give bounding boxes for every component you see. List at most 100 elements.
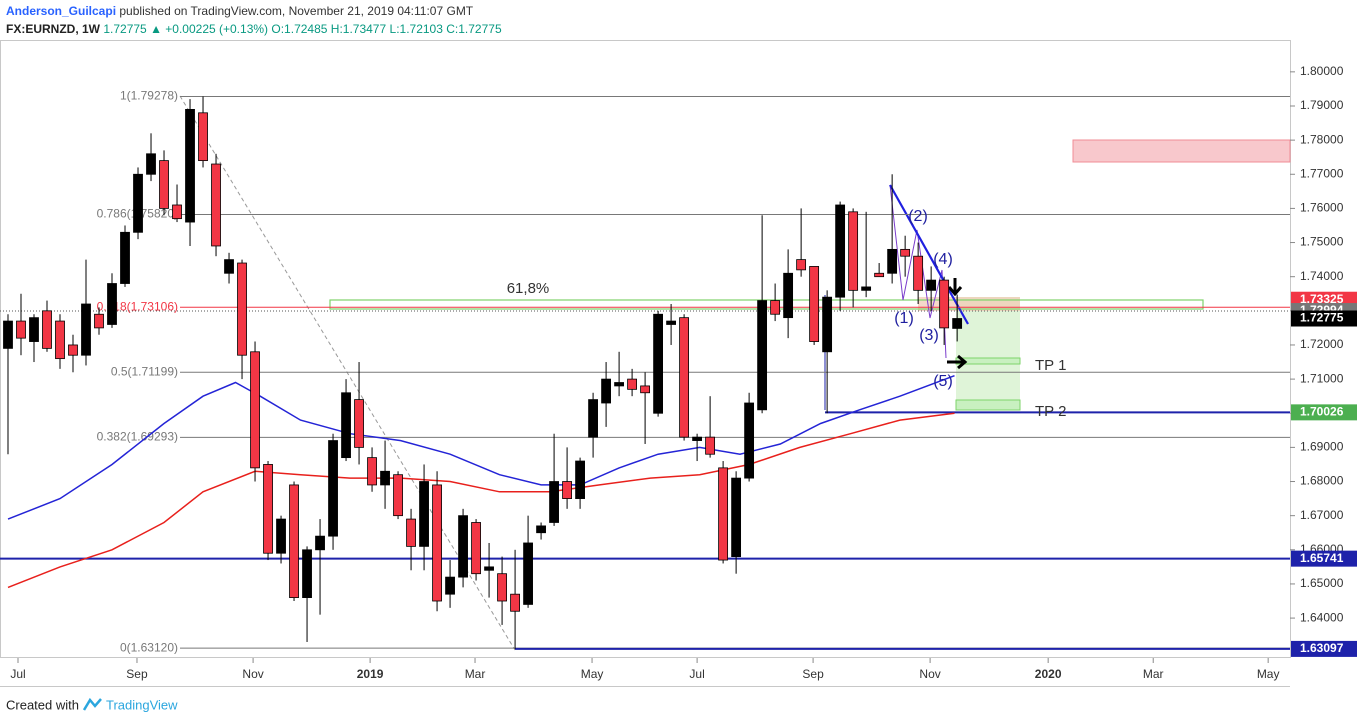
candle: [354, 362, 364, 465]
wave-label: (4): [933, 251, 953, 268]
x-tick-label: Nov: [242, 667, 263, 681]
candle: [848, 208, 859, 308]
candle: [159, 150, 169, 216]
y-tick-label: 1.65000: [1300, 576, 1344, 590]
price-tag: [1291, 404, 1357, 421]
candle: [224, 252, 234, 284]
published: published on TradingView.com, November 2…: [119, 4, 473, 18]
fib-label: 1(1.79278): [120, 89, 178, 103]
candle: [783, 249, 794, 339]
candle-body: [55, 320, 65, 360]
price-tag: [1291, 640, 1357, 657]
candle: [393, 471, 403, 520]
candle-body: [445, 576, 455, 595]
x-tick-label: 2020: [1035, 667, 1062, 681]
candle: [107, 273, 117, 328]
candle-body: [3, 320, 13, 349]
y-tick-label: 1.79000: [1300, 98, 1344, 112]
candle-body: [705, 436, 716, 455]
candle: [900, 235, 911, 277]
candle-body: [523, 542, 533, 605]
fib-zone-label: 61,8%: [507, 280, 550, 297]
y-tick-label: 1.64000: [1300, 610, 1344, 624]
price-tag-label: 1.63097: [1300, 641, 1344, 655]
candle: [211, 153, 221, 257]
candle: [185, 99, 195, 246]
y-tick-label: 1.76000: [1300, 201, 1344, 215]
candle-body: [198, 112, 208, 162]
candle-body: [484, 566, 494, 571]
candle: [172, 184, 182, 223]
candle: [120, 225, 130, 287]
candle: [445, 560, 455, 608]
arrow-right: [947, 354, 968, 370]
ohlc-low: L:1.72103: [390, 22, 444, 36]
candle-body: [224, 259, 234, 274]
x-tick-label: May: [581, 667, 604, 681]
fib-label: 0.5(1.71199): [111, 364, 178, 378]
candle: [133, 167, 143, 240]
x-tick-label: Mar: [1143, 667, 1164, 681]
candle-body: [601, 378, 611, 404]
candle-body: [107, 283, 117, 325]
candle-body: [653, 313, 663, 414]
candle-body: [68, 344, 78, 356]
candle-body: [29, 317, 39, 342]
candle: [588, 392, 598, 458]
candle-body: [926, 279, 937, 291]
candle-body: [81, 303, 91, 356]
candle-body: [887, 248, 898, 274]
candle-body: [237, 262, 247, 356]
y-tick-label: 1.69000: [1300, 440, 1344, 454]
candle: [835, 201, 846, 311]
candle-body: [575, 460, 585, 499]
candle: [887, 174, 898, 284]
candle-body: [276, 518, 286, 554]
candle-body: [627, 378, 637, 390]
candle: [432, 471, 442, 612]
candle-body: [666, 320, 677, 325]
candle: [666, 303, 677, 345]
candle: [939, 276, 950, 345]
candle-body: [94, 313, 104, 329]
target-zone: [956, 297, 1020, 410]
x-tick-label: Nov: [919, 667, 940, 681]
ohlc-high: H:1.73477: [331, 22, 387, 36]
candle: [510, 549, 520, 649]
candle-body: [913, 255, 924, 291]
candle-body: [315, 535, 325, 551]
candle: [302, 546, 312, 642]
candle: [68, 334, 78, 373]
change: ▲ +0.00225 (+0.13%): [150, 22, 268, 36]
candle: [705, 396, 716, 458]
candle: [744, 392, 755, 482]
candle: [55, 314, 65, 369]
candle-body: [796, 259, 807, 271]
candle: [289, 481, 299, 602]
candle: [263, 461, 273, 561]
price-tag-label: 1.72775: [1300, 311, 1344, 325]
candle-body: [172, 204, 182, 220]
candle-body: [302, 549, 312, 598]
candle-body: [835, 204, 846, 298]
y-tick-label: 1.78000: [1300, 132, 1344, 146]
x-tick-label: 2019: [357, 667, 384, 681]
y-tick-label: 1.71000: [1300, 371, 1344, 385]
candle-body: [562, 481, 572, 499]
y-tick-label: 1.74000: [1300, 269, 1344, 283]
fib-label: 0.618(1.73106): [97, 299, 178, 313]
candle: [679, 314, 690, 441]
candle: [419, 464, 429, 571]
y-tick-label: 1.80000: [1300, 64, 1344, 78]
candle: [81, 259, 91, 366]
price-tag: [1291, 310, 1357, 327]
candle: [458, 508, 468, 588]
candle-body: [393, 474, 403, 517]
x-tick-label: Sep: [126, 667, 148, 681]
candle: [874, 263, 885, 278]
candle-body: [952, 318, 963, 329]
candle-body: [510, 593, 520, 612]
footer-brand[interactable]: TradingView: [106, 697, 178, 712]
candle: [770, 283, 781, 322]
